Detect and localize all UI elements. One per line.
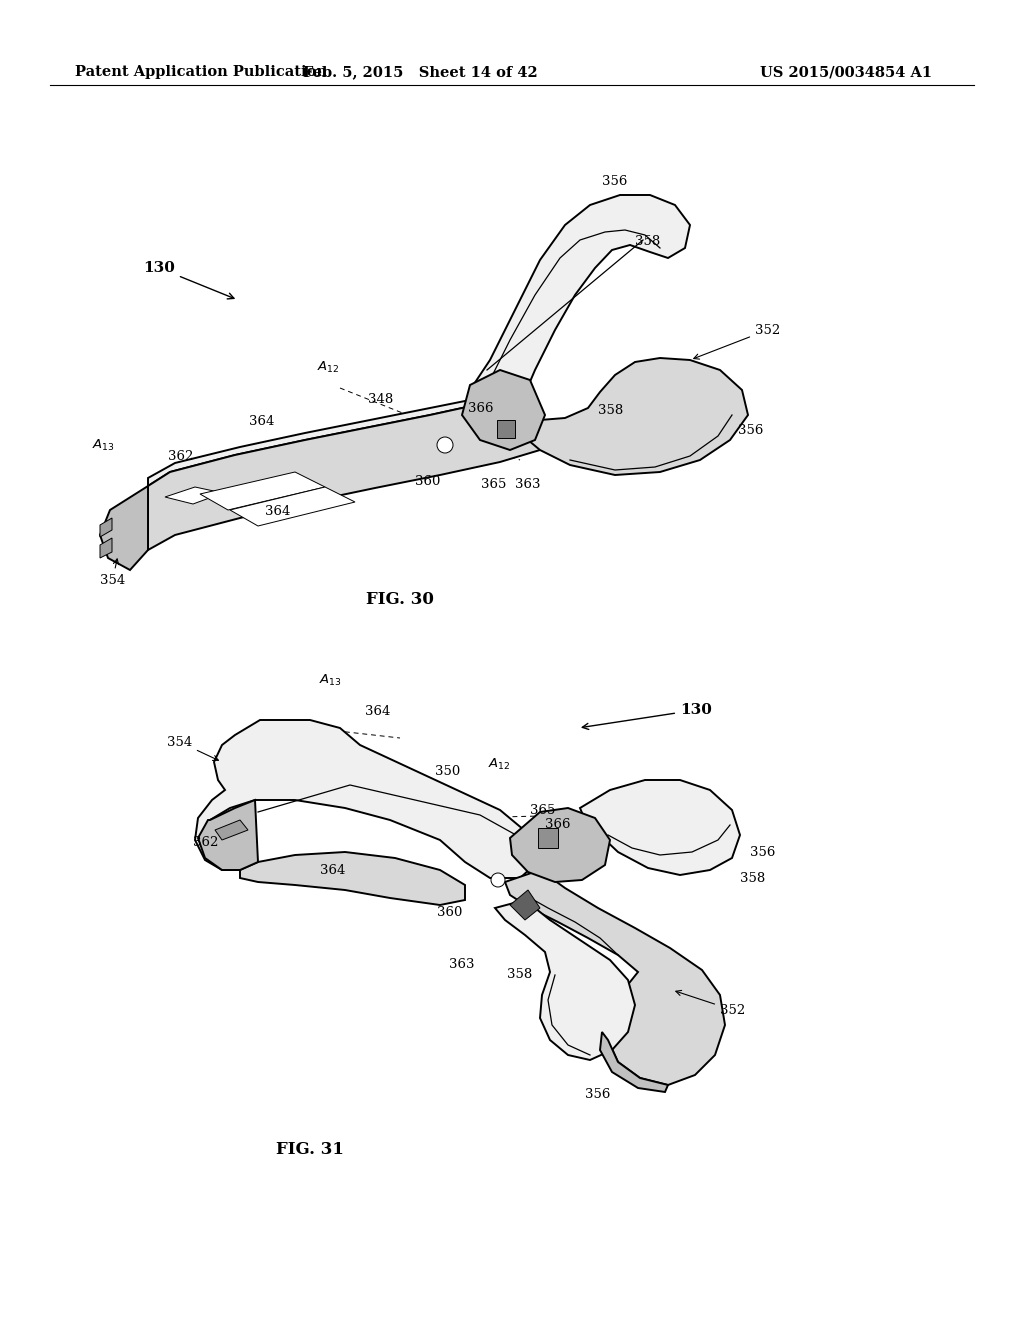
Polygon shape	[195, 719, 540, 878]
Text: $A_{13}$: $A_{13}$	[318, 673, 341, 688]
Text: 366: 366	[545, 818, 570, 832]
Text: 356: 356	[750, 846, 775, 858]
Polygon shape	[100, 517, 112, 537]
Polygon shape	[100, 539, 112, 558]
Text: FIG. 30: FIG. 30	[366, 591, 434, 609]
Text: $A_{13}$: $A_{13}$	[92, 437, 115, 453]
Text: 358: 358	[507, 968, 532, 981]
Text: 354: 354	[100, 558, 125, 586]
Polygon shape	[470, 195, 690, 420]
Text: 358: 358	[598, 404, 624, 417]
Polygon shape	[495, 900, 635, 1060]
Text: 364: 364	[265, 506, 291, 517]
Text: 356: 356	[602, 176, 628, 187]
Text: 366: 366	[468, 401, 494, 414]
Polygon shape	[462, 370, 545, 450]
Text: $A_{12}$: $A_{12}$	[317, 360, 340, 375]
Text: 362: 362	[193, 836, 218, 849]
Polygon shape	[580, 780, 740, 875]
Bar	[538, 828, 558, 847]
Text: $A_{12}$: $A_{12}$	[488, 756, 511, 772]
Polygon shape	[510, 808, 610, 882]
Text: 363: 363	[515, 478, 541, 491]
Text: FIG. 31: FIG. 31	[276, 1142, 344, 1159]
Bar	[497, 420, 515, 438]
Polygon shape	[505, 870, 725, 1085]
Text: 352: 352	[676, 990, 745, 1016]
Text: 363: 363	[450, 958, 475, 972]
Polygon shape	[230, 487, 355, 525]
Polygon shape	[200, 473, 325, 510]
Text: 365: 365	[481, 478, 507, 491]
Polygon shape	[215, 820, 248, 840]
Text: 360: 360	[416, 475, 440, 488]
Polygon shape	[510, 358, 748, 475]
Text: US 2015/0034854 A1: US 2015/0034854 A1	[760, 65, 932, 79]
Polygon shape	[148, 388, 520, 486]
Polygon shape	[600, 1032, 668, 1092]
Text: 130: 130	[583, 704, 712, 730]
Polygon shape	[510, 890, 540, 920]
Text: 360: 360	[436, 906, 462, 919]
Circle shape	[437, 437, 453, 453]
Text: Feb. 5, 2015   Sheet 14 of 42: Feb. 5, 2015 Sheet 14 of 42	[303, 65, 538, 79]
Polygon shape	[100, 486, 148, 570]
Text: 358: 358	[635, 235, 660, 248]
Polygon shape	[148, 393, 540, 550]
Text: 356: 356	[586, 1088, 610, 1101]
Circle shape	[490, 873, 505, 887]
Text: 356: 356	[738, 424, 763, 437]
Polygon shape	[240, 851, 465, 906]
Text: 350: 350	[435, 766, 461, 777]
Polygon shape	[198, 800, 258, 870]
Polygon shape	[165, 487, 223, 504]
Text: 362: 362	[168, 450, 194, 462]
Text: 348: 348	[368, 393, 393, 407]
Text: 352: 352	[693, 323, 780, 359]
Text: Patent Application Publication: Patent Application Publication	[75, 65, 327, 79]
Text: 354: 354	[167, 735, 218, 760]
Text: 364: 364	[319, 863, 345, 876]
Text: 365: 365	[530, 804, 555, 817]
Text: 358: 358	[740, 871, 765, 884]
Text: 130: 130	[143, 261, 234, 298]
Text: 364: 364	[249, 414, 274, 428]
Text: 364: 364	[366, 705, 391, 718]
